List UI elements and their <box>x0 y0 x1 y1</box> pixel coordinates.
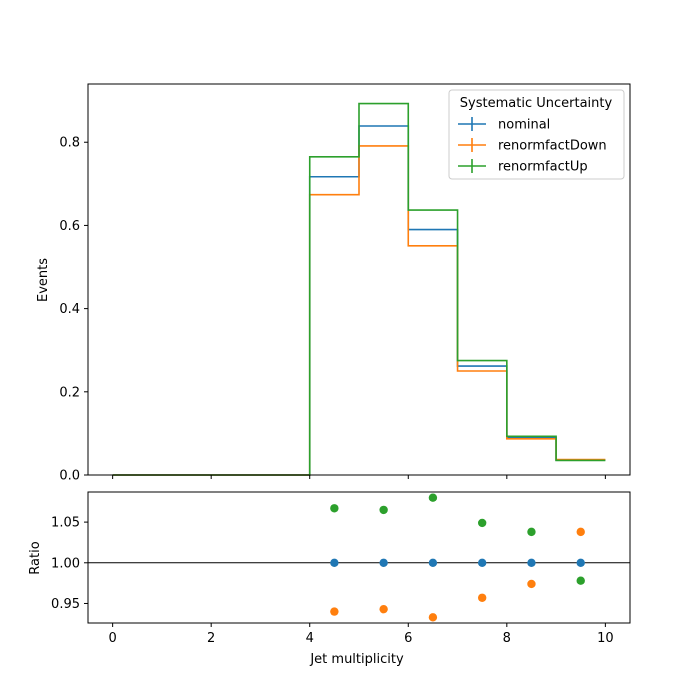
top-panel: 0.0 0.2 0.4 0.6 0.8 Events Systematic Uncert… <box>36 83 631 484</box>
ratio-point-renormfactUp <box>428 493 438 502</box>
ratio-point-nominal <box>527 558 536 567</box>
ratio-points-group <box>330 493 585 622</box>
ratio-point-renormfactDown <box>379 604 388 614</box>
ratio-point-renormfactDown <box>576 527 585 537</box>
ratio-y-axis-label: Ratio <box>28 541 43 574</box>
top-x-ticks <box>112 475 606 479</box>
step-line-renormfactDown <box>112 145 606 476</box>
legend-title: Systematic Uncertainty <box>460 96 613 111</box>
legend-item-renormfactUp: renormfactUp <box>458 159 588 175</box>
ratio-point-renormfactUp <box>477 518 487 528</box>
x-tick-label: 2 <box>207 631 215 646</box>
x-tick-label: 10 <box>597 631 614 646</box>
x-tick-label: 8 <box>503 631 511 646</box>
ratio-point-nominal <box>576 558 585 567</box>
top-plot-frame <box>87 83 631 476</box>
top-y-tick-label: 0.2 <box>59 385 80 400</box>
ratio-point-renormfactDown <box>477 593 487 602</box>
top-y-tick-label: 0.4 <box>59 302 80 317</box>
ratio-point-nominal <box>379 558 388 567</box>
ratio-y-tick-label: 1.00 <box>51 556 80 571</box>
legend-label: nominal <box>498 118 550 133</box>
top-y-ticks: 0.0 0.2 0.4 0.6 0.8 <box>59 136 88 484</box>
ratio-point-renormfactUp <box>576 576 585 585</box>
ratio-plot-frame <box>87 491 631 624</box>
top-y-tick-label: 0.6 <box>59 219 80 234</box>
x-axis-label: Jet multiplicity <box>309 652 404 667</box>
ratio-y-tick-label: 0.95 <box>51 597 80 612</box>
ratio-point-renormfactDown <box>428 613 438 622</box>
ratio-y-tick-label: 1.05 <box>51 516 80 531</box>
legend-label: renormfactDown <box>498 139 607 154</box>
ratio-point-renormfactDown <box>330 607 339 616</box>
top-y-axis-label: Events <box>36 258 51 302</box>
legend-items: nominal renormfactDown renormfactUp <box>458 117 607 175</box>
ratio-point-renormfactUp <box>330 504 339 513</box>
ratio-point-renormfactUp <box>527 527 536 537</box>
x-tick-label: 0 <box>108 631 116 646</box>
top-y-tick-label: 0.8 <box>59 136 80 151</box>
top-y-tick-label: 0.0 <box>59 469 80 484</box>
legend-item-nominal: nominal <box>458 117 550 133</box>
ratio-point-renormfactUp <box>379 505 388 515</box>
ratio-point-nominal <box>477 558 487 567</box>
legend-item-renormfactDown: renormfactDown <box>458 138 607 154</box>
legend: Systematic Uncertainty nominal renormfact… <box>448 89 625 180</box>
legend-label: renormfactUp <box>498 160 588 175</box>
x-tick-label: 6 <box>404 631 412 646</box>
legend-box <box>448 89 625 180</box>
ratio-point-renormfactDown <box>527 579 536 589</box>
ratio-y-ticks: 0.95 1.00 1.05 <box>51 516 88 612</box>
ratio-panel: 0.95 1.00 1.05 0 2 4 6 8 10 Ratio Jet multiplic… <box>28 491 631 667</box>
ratio-x-ticks: 0 2 4 6 8 10 <box>108 623 614 646</box>
ratio-point-nominal <box>428 558 438 567</box>
x-tick-label: 4 <box>306 631 314 646</box>
ratio-point-nominal <box>330 558 339 567</box>
